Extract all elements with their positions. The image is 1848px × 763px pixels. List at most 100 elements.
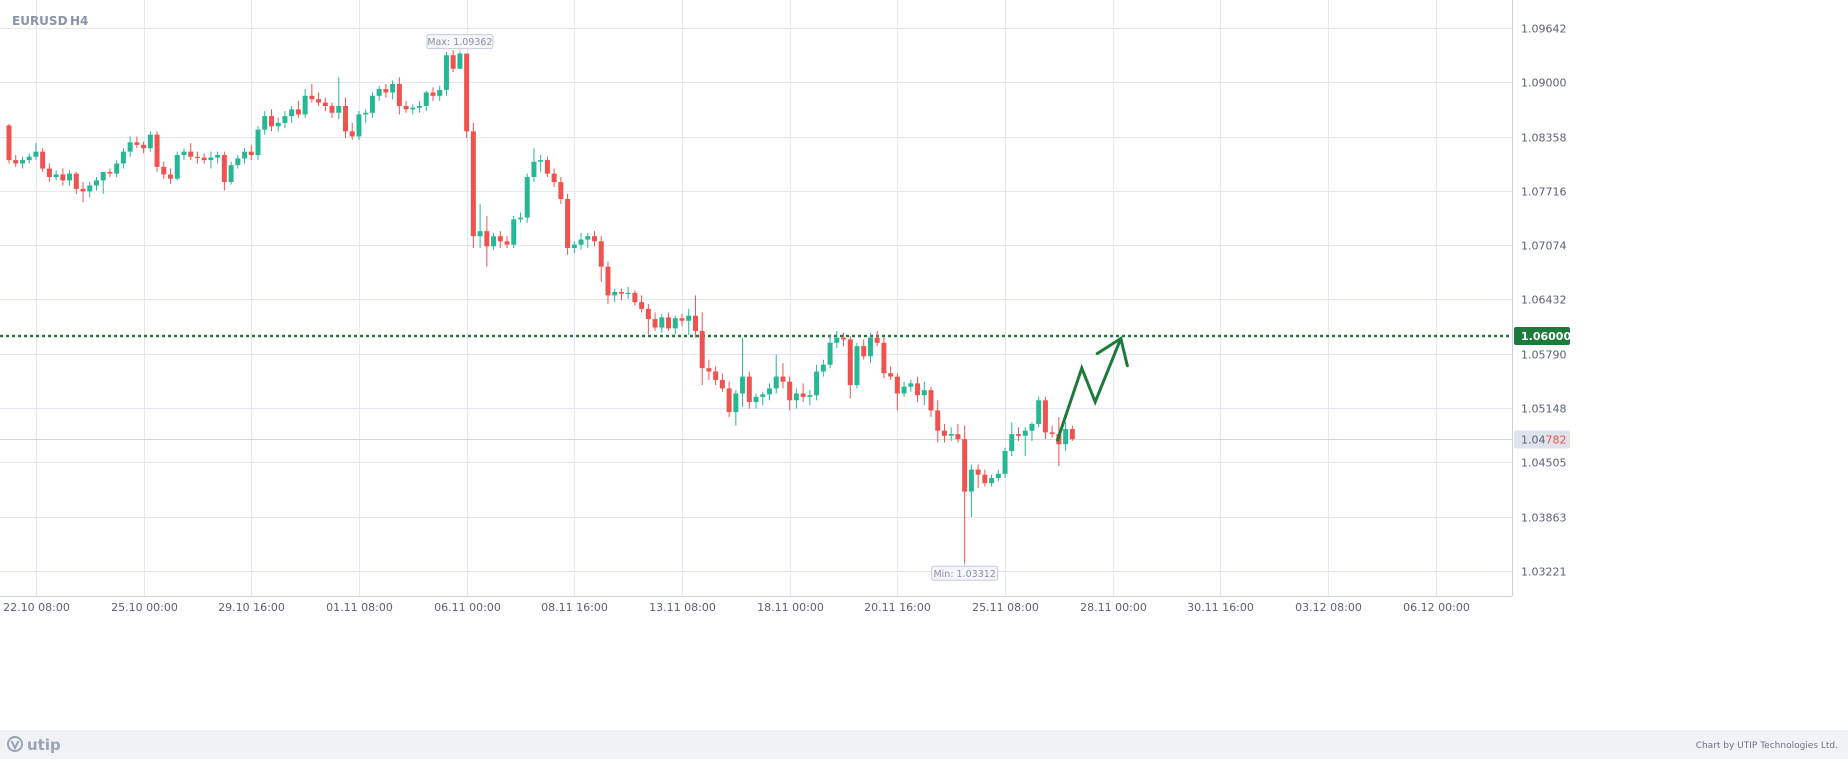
candle-body	[538, 160, 544, 162]
candle	[181, 148, 187, 161]
x-tick-label: 03.12 08:00	[1295, 601, 1362, 614]
candle-body	[639, 302, 645, 309]
candle	[975, 464, 981, 489]
candle-body	[753, 396, 759, 402]
candle-body	[40, 151, 46, 169]
candle-body	[221, 155, 227, 183]
x-tick-label: 25.11 08:00	[972, 601, 1039, 614]
candle	[639, 295, 645, 313]
y-tick-label: 1.07074	[1521, 240, 1567, 253]
candle	[322, 97, 328, 112]
candle	[571, 241, 577, 254]
candle	[719, 373, 725, 392]
candle-body	[901, 386, 907, 394]
candle-body	[141, 144, 147, 149]
candle	[235, 155, 241, 169]
candle	[760, 391, 766, 406]
candle-body	[26, 156, 32, 161]
x-tick-label: 08.11 16:00	[541, 601, 608, 614]
candle-body	[154, 134, 160, 167]
candle	[726, 381, 732, 418]
candle	[477, 204, 483, 249]
candle-body	[363, 112, 369, 115]
candle	[921, 381, 927, 406]
candle-body	[60, 174, 66, 181]
candle-body	[33, 151, 39, 157]
candle	[618, 288, 624, 301]
grid	[0, 0, 1512, 596]
y-tick-label: 1.03863	[1521, 512, 1567, 525]
candle-body	[915, 383, 921, 396]
candle	[908, 379, 914, 392]
candle	[854, 342, 860, 389]
candle	[517, 212, 523, 223]
candle	[134, 136, 140, 149]
candle	[598, 236, 604, 282]
candle-body	[242, 151, 248, 159]
max-label: Max: 1.09362	[427, 37, 492, 48]
forecast-arrow	[1056, 337, 1123, 442]
candle-body	[760, 394, 766, 397]
candle	[531, 148, 537, 183]
candle	[87, 182, 93, 198]
candle-body	[289, 109, 295, 117]
candle	[349, 122, 355, 140]
candle	[1063, 422, 1069, 452]
candle-body	[578, 239, 584, 245]
candle-body	[733, 393, 739, 413]
candle	[396, 77, 402, 115]
candle-body	[928, 390, 934, 411]
candle	[504, 236, 510, 249]
candle-body	[989, 478, 995, 484]
candle-body	[417, 105, 423, 108]
candle-body	[423, 92, 429, 106]
candle-body	[87, 185, 93, 192]
y-tick-label: 1.03221	[1521, 566, 1567, 579]
candle	[814, 364, 820, 401]
candle-body	[618, 292, 624, 294]
candle-body	[780, 376, 786, 382]
candle	[363, 109, 369, 123]
chart-credit: Chart by UTIP Technologies Ltd.	[1696, 741, 1838, 751]
candle	[713, 366, 719, 386]
candle-body	[841, 337, 847, 340]
candle-body	[443, 55, 449, 90]
candle	[605, 261, 611, 304]
candle-body	[699, 330, 705, 369]
current-price-label: 1.04782	[1521, 434, 1567, 447]
symbol-label: EURUSD	[12, 14, 68, 28]
min-box	[931, 565, 999, 581]
candle-body	[316, 99, 322, 103]
candle	[46, 163, 52, 183]
candle	[1016, 427, 1021, 441]
candle-body	[854, 346, 860, 386]
candle	[60, 168, 66, 186]
candle	[147, 131, 153, 152]
candle-body	[820, 364, 826, 372]
candle	[73, 171, 79, 194]
candle	[558, 177, 564, 205]
candle-body	[612, 292, 618, 296]
candle	[289, 105, 295, 123]
candle	[565, 193, 571, 255]
candle	[780, 363, 786, 389]
candle-body	[201, 157, 207, 161]
candle-body	[585, 236, 591, 240]
candle	[841, 332, 847, 347]
candle	[295, 100, 301, 118]
candle-body	[255, 129, 261, 156]
candle-body	[800, 393, 806, 397]
x-tick-label: 30.11 16:00	[1187, 601, 1254, 614]
candle-body	[511, 219, 517, 245]
candle	[141, 141, 147, 154]
candle-body	[343, 105, 348, 132]
candle	[100, 171, 106, 194]
candle-body	[692, 315, 698, 331]
candle-body	[168, 174, 174, 179]
candle-body	[470, 131, 476, 237]
candle	[1009, 422, 1015, 457]
candle	[282, 111, 288, 128]
candle-body	[652, 319, 658, 328]
